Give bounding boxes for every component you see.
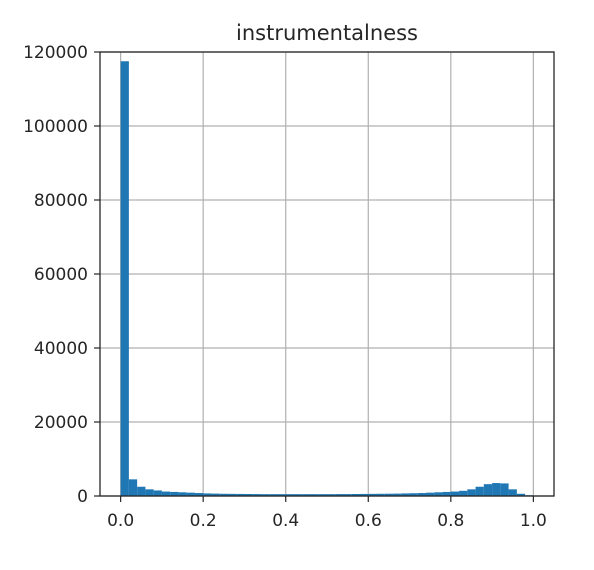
histogram-bar (409, 493, 418, 496)
histogram-bar (269, 494, 278, 496)
histogram-bar (178, 492, 187, 496)
histogram-bar (318, 494, 327, 496)
x-tick-label: 0.4 (272, 511, 299, 531)
histogram-bar (310, 494, 319, 496)
histogram-bar (434, 492, 443, 496)
histogram-bar (401, 493, 410, 496)
y-tick-label: 120000 (23, 43, 88, 63)
histogram-bar (475, 486, 484, 496)
histogram-bar (227, 493, 237, 496)
x-tick-label: 0.6 (355, 511, 382, 531)
y-tick-label: 100000 (23, 117, 88, 137)
histogram-bar (327, 494, 336, 496)
histogram-bar (508, 489, 517, 496)
histogram-bar (260, 494, 270, 496)
histogram-bar (343, 494, 352, 496)
histogram-bar (219, 493, 228, 496)
histogram-bar (170, 491, 179, 496)
histogram-bar (293, 494, 303, 496)
histogram-bar (137, 486, 146, 496)
grid-lines (100, 51, 554, 497)
histogram-bar (302, 494, 311, 496)
histogram-bar (442, 491, 451, 496)
histogram-bar (161, 491, 171, 496)
histogram-bar (360, 493, 369, 496)
histogram-bar (459, 490, 468, 496)
x-tick-label: 0.2 (190, 511, 217, 531)
histogram-bar (426, 492, 435, 496)
histogram-bar (393, 493, 402, 496)
histogram-bar (500, 483, 509, 496)
y-tick-label: 60000 (34, 265, 88, 285)
histogram-bar (194, 493, 204, 496)
y-tick-label: 0 (77, 487, 88, 507)
histogram-bar (236, 493, 245, 496)
chart-title: instrumentalness (236, 21, 418, 45)
histogram-bar (285, 494, 294, 496)
histogram-bar (384, 493, 394, 496)
x-tick-label: 0.0 (107, 511, 134, 531)
histogram-bar (145, 489, 154, 496)
histogram-bar (203, 493, 212, 496)
histogram-bar (467, 489, 476, 496)
x-tick-label: 0.8 (437, 511, 464, 531)
histogram-bar (120, 61, 129, 496)
histogram-bar (417, 493, 427, 496)
histogram-bar (252, 494, 261, 496)
histogram-bar (492, 483, 501, 496)
y-axis: 0 20000 40000 60000 80000 100000 120000 (23, 43, 100, 507)
histogram-bar (335, 494, 344, 496)
histogram-bar (244, 494, 253, 496)
y-tick-label: 20000 (34, 413, 88, 433)
histogram-bar (277, 494, 286, 496)
y-tick-label: 40000 (34, 339, 88, 359)
histogram-bars (120, 61, 534, 496)
histogram-bar (376, 493, 385, 496)
histogram-bar (351, 494, 361, 496)
y-tick-label: 80000 (34, 191, 88, 211)
x-tick-label: 1.0 (520, 511, 547, 531)
x-axis: 0.0 0.2 0.4 0.6 0.8 1.0 (107, 496, 547, 531)
histogram-bar (186, 492, 195, 496)
histogram-bar (153, 490, 162, 496)
histogram-bar (516, 493, 526, 496)
histogram-bar (450, 491, 460, 496)
histogram-bar (128, 479, 138, 496)
histogram-bar (483, 484, 493, 496)
histogram-bar (211, 493, 220, 496)
histogram-bar (368, 493, 377, 496)
